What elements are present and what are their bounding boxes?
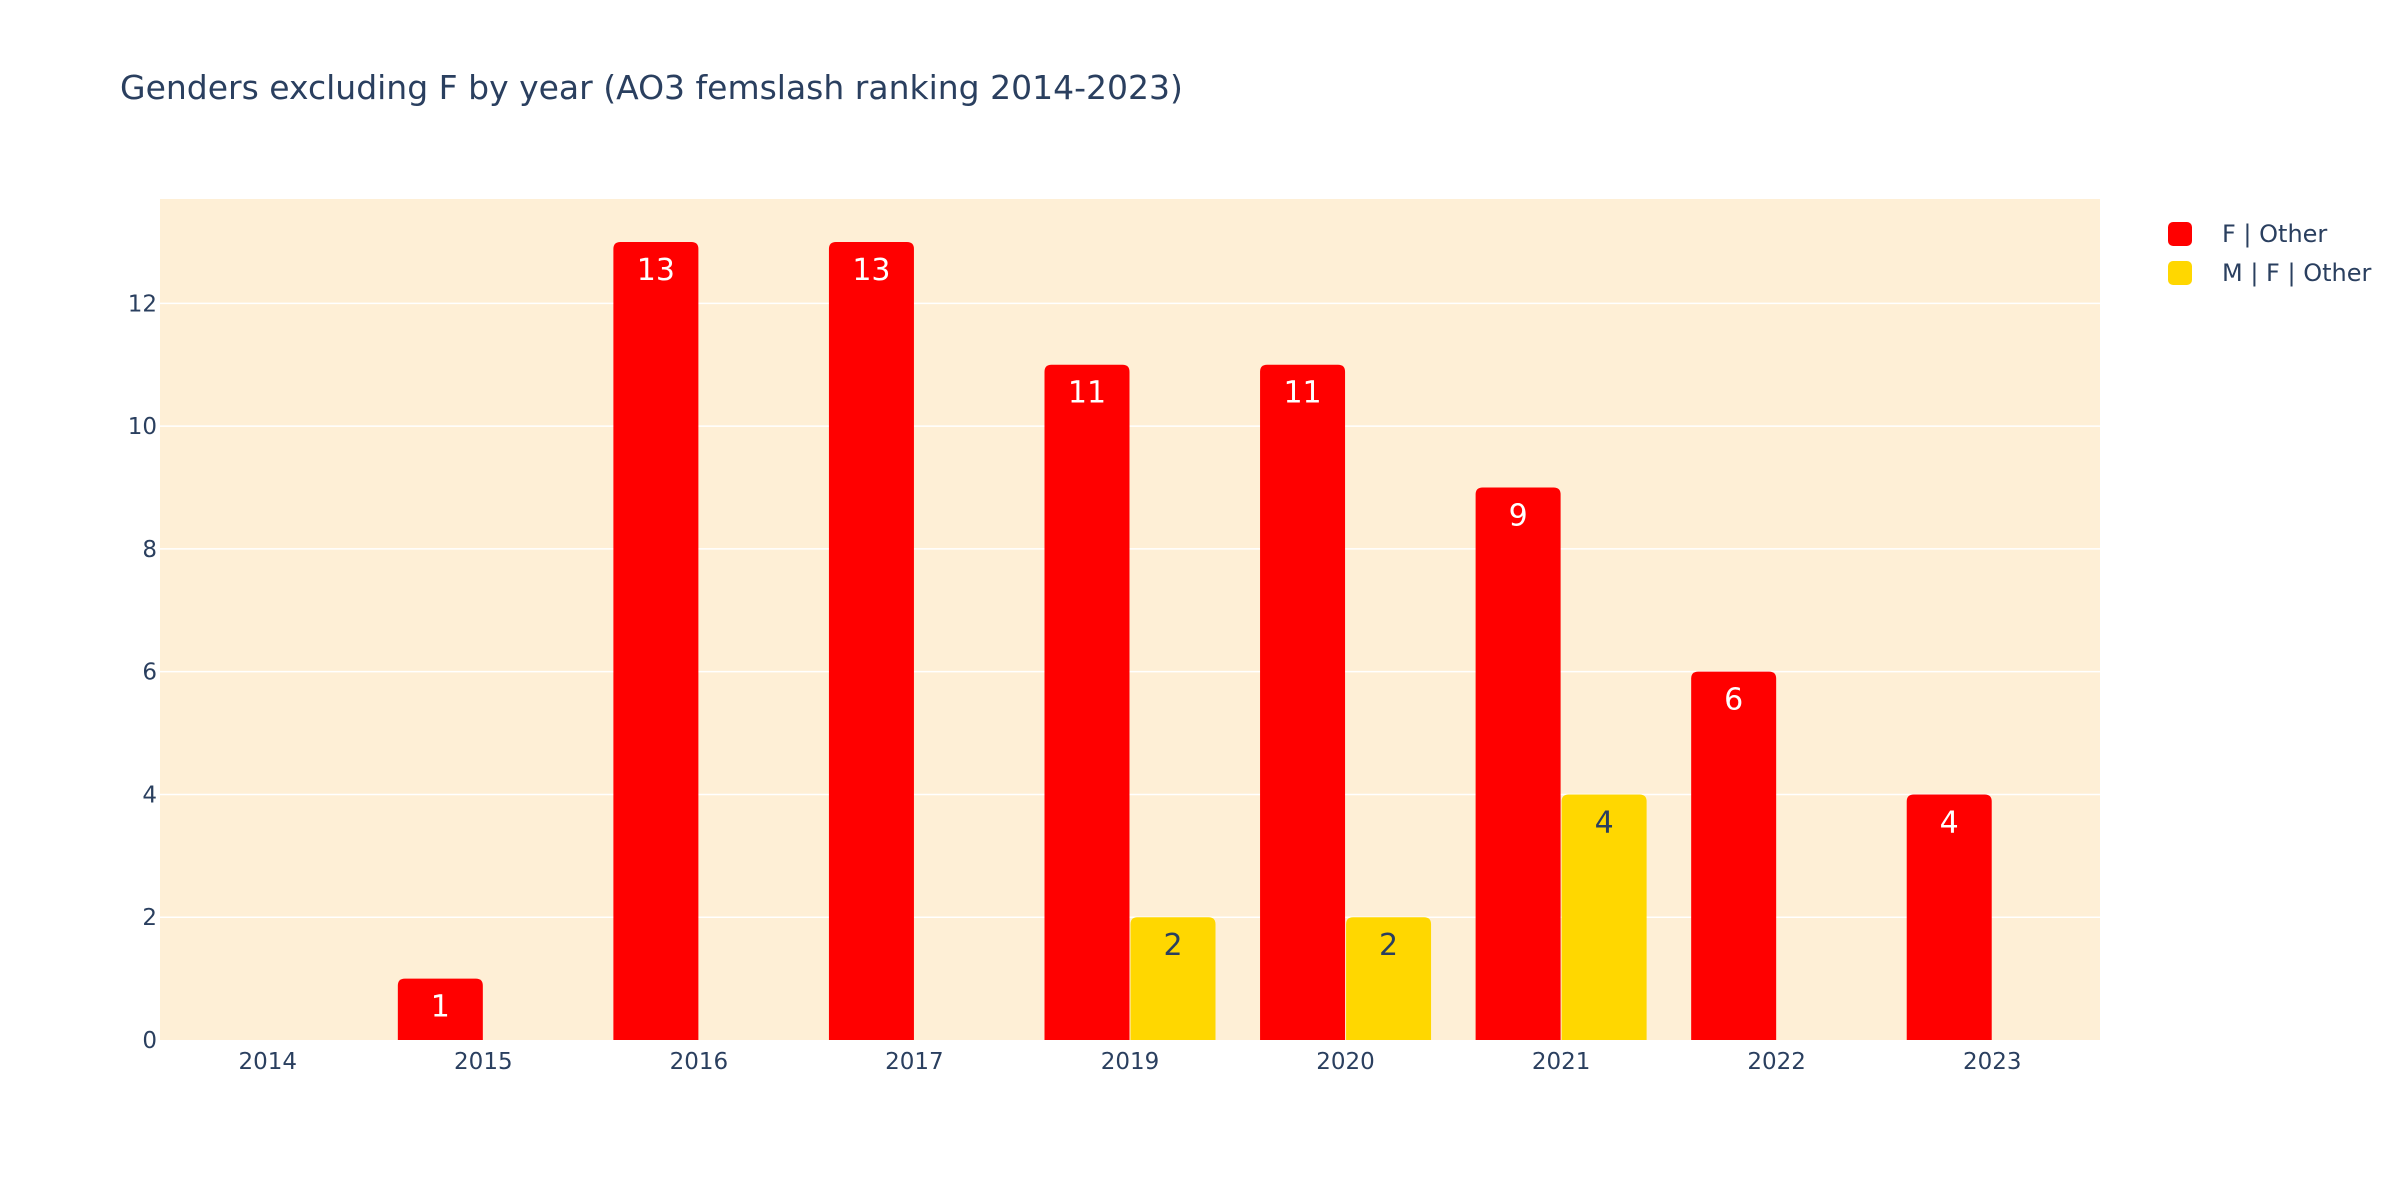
gridlines	[160, 302, 2100, 918]
x-tick-label: 2015	[454, 1049, 513, 1075]
bar-value-label: 13	[852, 253, 890, 288]
x-tick-label: 2014	[239, 1049, 298, 1075]
bar-f-other[interactable]	[1691, 671, 1777, 1040]
bar-m-f-other[interactable]	[1130, 917, 1216, 1040]
x-tick-label: 2019	[1101, 1049, 1160, 1075]
y-tick-label: 0	[142, 1028, 157, 1054]
y-axis: 0 2 4 6 8 10 12	[128, 291, 157, 1054]
chart-title: Genders excluding F by year (AO3 femslas…	[120, 68, 1183, 107]
x-tick-label: 2022	[1747, 1049, 1806, 1075]
bars	[397, 241, 1992, 1041]
x-tick-label: 2017	[885, 1049, 944, 1075]
bar-labels: 1 13 13 11 2 11 2 9 4 6 4	[431, 253, 1959, 1025]
y-tick-label: 10	[128, 414, 157, 440]
plot-area	[160, 199, 2100, 1040]
x-tick-label: 2016	[670, 1049, 729, 1075]
bar-value-label: 2	[1163, 928, 1182, 963]
legend-label-f-other: F | Other	[2222, 219, 2328, 248]
bar-f-other[interactable]	[397, 978, 483, 1040]
bar-f-other[interactable]	[1906, 794, 1992, 1040]
x-axis: 2014 2015 2016 2017 2019 2020 2021 2022 2023	[239, 1049, 2022, 1075]
y-tick-label: 4	[142, 782, 157, 808]
legend-item-f-other[interactable]: F | Other	[2166, 214, 2371, 253]
legend-label-m-f-other: M | F | Other	[2222, 258, 2372, 287]
y-tick-label: 6	[142, 660, 157, 686]
bar-value-label: 1	[431, 990, 450, 1025]
bar-value-label: 4	[1940, 805, 1959, 840]
bar-f-other[interactable]	[613, 241, 699, 1040]
bar-f-other[interactable]	[1044, 364, 1130, 1041]
x-tick-label: 2020	[1316, 1049, 1375, 1075]
bar-value-label: 9	[1509, 499, 1528, 534]
bar-f-other[interactable]	[1475, 487, 1561, 1040]
x-tick-label: 2021	[1532, 1049, 1591, 1075]
legend-item-m-f-other[interactable]: M | F | Other	[2166, 253, 2371, 292]
y-tick-label: 2	[142, 905, 157, 931]
y-tick-label: 12	[128, 291, 157, 317]
legend-swatch-f-other	[2168, 221, 2192, 246]
legend-swatch-m-f-other	[2168, 260, 2192, 285]
bar-m-f-other[interactable]	[1346, 917, 1432, 1040]
bar-value-label: 11	[1283, 376, 1321, 411]
x-tick-label: 2023	[1963, 1049, 2022, 1075]
bar-f-other[interactable]	[1260, 364, 1346, 1041]
bar-value-label: 2	[1379, 928, 1398, 963]
legend[interactable]: F | Other M | F | Other	[2166, 214, 2371, 292]
bar-value-label: 4	[1595, 805, 1614, 840]
bar-value-label: 13	[637, 253, 675, 288]
bar-f-other[interactable]	[828, 241, 914, 1040]
bar-value-label: 6	[1724, 683, 1743, 718]
bar-m-f-other[interactable]	[1561, 794, 1647, 1040]
y-tick-label: 8	[142, 537, 157, 563]
bar-value-label: 11	[1068, 376, 1106, 411]
